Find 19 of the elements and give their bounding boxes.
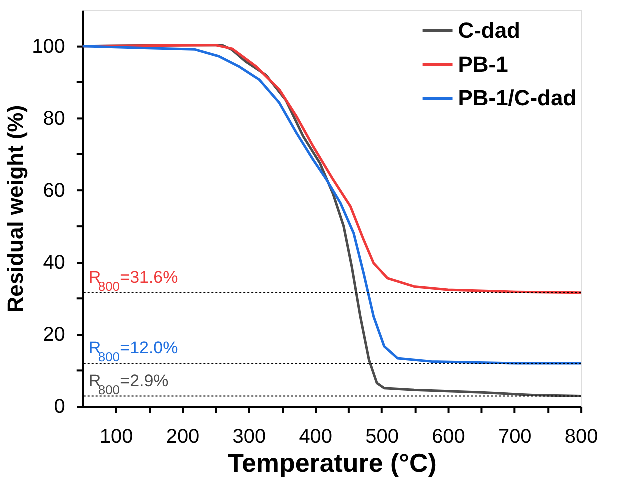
y-tick-label: 80 — [43, 108, 66, 130]
x-tick-label: 500 — [366, 426, 399, 448]
x-axis-title: Temperature (°C) — [228, 450, 437, 478]
x-tick-label: 700 — [498, 426, 532, 448]
legend-label: PB-1 — [458, 52, 508, 77]
y-tick-label: 60 — [43, 180, 66, 202]
y-tick-label: 40 — [43, 252, 66, 274]
y-axis-title: Residual weight (%) — [3, 105, 28, 313]
x-tick-label: 400 — [299, 426, 333, 448]
x-tick-label: 600 — [432, 426, 466, 448]
x-tick-label: 800 — [564, 426, 598, 448]
x-tick-label: 100 — [100, 426, 134, 448]
x-tick-label: 300 — [232, 426, 266, 448]
legend-label: C-dad — [458, 18, 520, 43]
legend-label: PB-1/C-dad — [458, 86, 577, 111]
y-tick-label: 0 — [54, 396, 66, 418]
y-tick-label: 100 — [32, 36, 66, 58]
y-tick-label: 20 — [43, 324, 66, 346]
x-tick-label: 200 — [166, 426, 200, 448]
